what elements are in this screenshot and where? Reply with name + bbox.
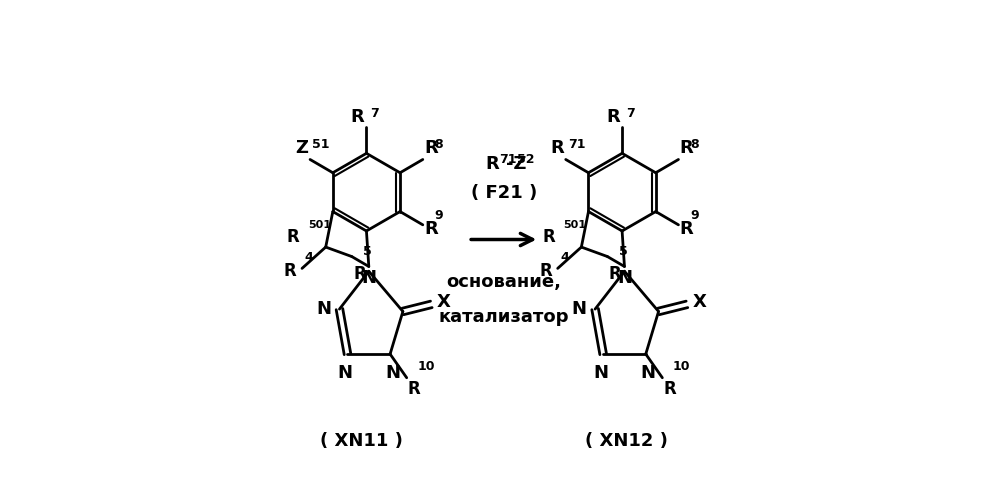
Text: 10: 10 (417, 360, 434, 373)
Text: ( F21 ): ( F21 ) (471, 183, 537, 202)
Text: N: N (361, 269, 376, 287)
Text: R: R (286, 228, 299, 246)
Text: X: X (437, 293, 451, 311)
Text: 71: 71 (499, 153, 517, 166)
Text: R: R (606, 108, 620, 126)
Text: N: N (385, 365, 400, 383)
Text: R: R (680, 219, 694, 238)
Text: 7: 7 (626, 107, 635, 120)
Text: катализатор: катализатор (438, 308, 569, 326)
Text: 10: 10 (673, 360, 691, 373)
Text: Z: Z (295, 139, 308, 157)
Text: R: R (543, 228, 555, 246)
Text: 501: 501 (564, 220, 587, 230)
Text: N: N (572, 300, 587, 318)
Text: R: R (407, 380, 420, 398)
Text: 71: 71 (568, 138, 586, 151)
Text: N: N (316, 300, 331, 318)
Text: R: R (609, 265, 622, 283)
Text: ( XN11 ): ( XN11 ) (320, 432, 403, 450)
Text: 52: 52 (517, 153, 535, 166)
Text: R: R (283, 262, 296, 280)
Text: 8: 8 (434, 138, 443, 151)
Text: 7: 7 (370, 107, 379, 120)
Text: 9: 9 (691, 209, 699, 222)
Text: 51: 51 (312, 138, 330, 151)
Text: R: R (424, 219, 438, 238)
Text: R: R (350, 108, 364, 126)
Text: R: R (353, 265, 366, 283)
Text: ( XN12 ): ( XN12 ) (586, 432, 669, 450)
Text: 8: 8 (691, 138, 699, 151)
Text: N: N (337, 365, 352, 383)
Text: R: R (539, 262, 552, 280)
Text: R: R (680, 139, 694, 157)
Text: 9: 9 (434, 209, 443, 222)
Text: N: N (617, 269, 632, 287)
Text: R: R (424, 139, 438, 157)
Text: N: N (593, 365, 609, 383)
Text: основание,: основание, (446, 273, 561, 291)
Text: 4: 4 (304, 251, 313, 263)
Text: N: N (641, 365, 656, 383)
Text: 5: 5 (363, 245, 372, 259)
Text: R: R (550, 139, 564, 157)
Text: 4: 4 (560, 251, 569, 263)
Text: -Z: -Z (506, 155, 527, 173)
Text: R: R (485, 155, 499, 173)
Text: 501: 501 (307, 220, 330, 230)
Text: R: R (664, 380, 676, 398)
Text: X: X (693, 293, 707, 311)
Text: 5: 5 (619, 245, 628, 259)
